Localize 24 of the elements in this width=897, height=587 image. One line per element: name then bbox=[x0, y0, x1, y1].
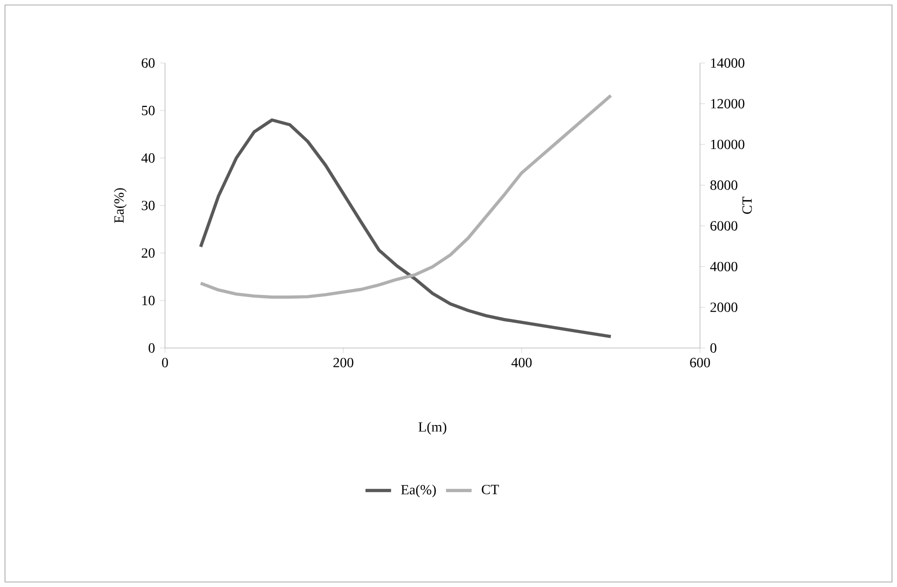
legend-label: CT bbox=[482, 484, 499, 494]
y2-tick-label: 12000 bbox=[711, 98, 744, 108]
y2-axis-title: CT bbox=[742, 196, 752, 214]
x-tick-label: 600 bbox=[690, 358, 710, 368]
y2-tick-label: 8000 bbox=[710, 180, 738, 190]
y2-tick-label: 6000 bbox=[710, 221, 738, 231]
x-tick-label: 0 bbox=[162, 358, 168, 368]
y-tick-label: 50 bbox=[142, 106, 155, 116]
legend-label: Ea(%) bbox=[401, 484, 436, 498]
y2-tick-label: 0 bbox=[710, 343, 716, 353]
y-tick-label: 0 bbox=[148, 343, 155, 353]
y-tick-label: 20 bbox=[142, 248, 155, 258]
x-tick-label: 400 bbox=[511, 358, 532, 368]
y2-tick-label: 2000 bbox=[710, 302, 738, 312]
y-tick-label: 30 bbox=[142, 200, 155, 210]
y2-tick-label: 14000 bbox=[711, 58, 744, 68]
y-tick-label: 60 bbox=[142, 58, 155, 68]
y-tick-label: 40 bbox=[141, 153, 155, 163]
y2-tick-label: 10000 bbox=[711, 140, 744, 150]
y-tick-label: 10 bbox=[142, 296, 155, 306]
y-axis-title: Ea(%) bbox=[114, 188, 127, 223]
x-tick-label: 200 bbox=[333, 358, 354, 368]
y2-tick-label: 4000 bbox=[710, 262, 738, 272]
x-axis-title: L(m) bbox=[418, 422, 446, 435]
